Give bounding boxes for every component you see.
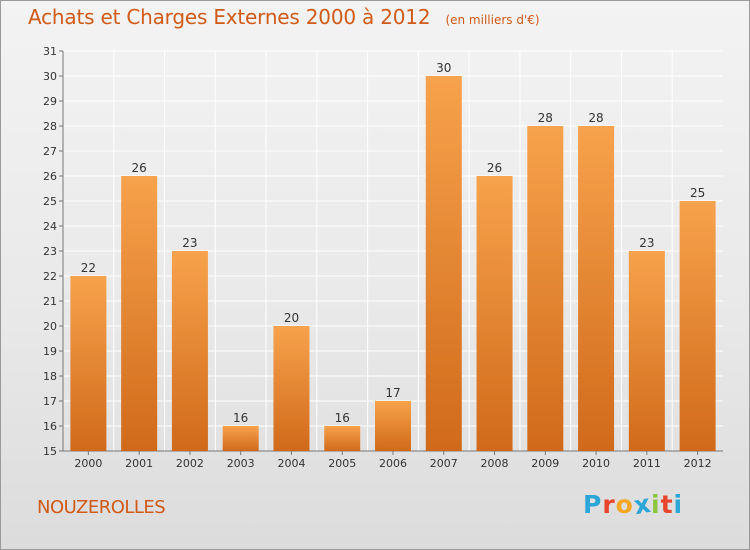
data-label: 23	[182, 236, 197, 250]
logo-letter: t	[660, 490, 674, 519]
y-tick-label: 15	[43, 445, 57, 458]
data-label: 26	[487, 161, 502, 175]
logo-letter: P	[583, 490, 603, 519]
logo-letter: i	[651, 490, 661, 519]
chart-title: Achats et Charges Externes 2000 à 2012	[28, 5, 431, 29]
chart-subtitle: (en milliers d'€)	[445, 13, 540, 27]
y-tick-label: 23	[43, 245, 57, 258]
data-label: 28	[538, 111, 553, 125]
x-tick-label: 2012	[684, 457, 712, 470]
bar-2000	[70, 276, 107, 451]
data-label: 28	[588, 111, 603, 125]
data-label: 25	[690, 186, 705, 200]
logo-letter: r	[602, 490, 616, 519]
y-tick-label: 21	[43, 295, 57, 308]
title-row: Achats et Charges Externes 2000 à 2012 (…	[28, 5, 540, 29]
axes: 15 16 17 18 19 20 21 22 23 24 25 26 27 28 29 30 31 2000 20…	[43, 45, 723, 470]
y-tick-label: 26	[43, 170, 57, 183]
x-tick-label: 2005	[328, 457, 356, 470]
bar-2009	[527, 126, 564, 451]
bar-2006	[375, 401, 411, 451]
y-tick-label: 30	[43, 70, 57, 83]
y-tick-label: 18	[43, 370, 57, 383]
data-label: 20	[284, 311, 299, 325]
x-tick-label: 2009	[531, 457, 559, 470]
data-label: 30	[436, 61, 451, 75]
data-label: 22	[81, 261, 96, 275]
bar-2008	[476, 176, 513, 451]
bars	[70, 76, 716, 451]
bar-2002	[171, 251, 208, 451]
x-tick-label: 2007	[430, 457, 458, 470]
y-tick-label: 17	[43, 395, 57, 408]
bar-2007	[425, 76, 462, 451]
x-tick-label: 2011	[633, 457, 661, 470]
y-tick-label: 25	[43, 195, 57, 208]
data-label: 23	[639, 236, 654, 250]
logo-letter: i	[673, 490, 684, 519]
bar-2001	[121, 176, 158, 451]
x-tick-label: 2002	[176, 457, 204, 470]
data-label: 16	[335, 411, 350, 425]
x-tick-label: 2000	[74, 457, 102, 470]
data-label: 17	[385, 386, 400, 400]
y-tick-label: 31	[43, 45, 57, 58]
commune-name: NOUZEROLLES	[37, 497, 166, 518]
bar-2010	[578, 126, 615, 451]
logo-letter: o	[615, 490, 634, 519]
y-tick-label: 24	[43, 220, 57, 233]
data-labels: 22 26 23 16 20 16 17 30 26 28 28 23 25	[81, 61, 706, 425]
y-tick-label: 27	[43, 145, 57, 158]
y-tick-label: 22	[43, 270, 57, 283]
x-tick-label: 2004	[277, 457, 305, 470]
y-tick-label: 28	[43, 120, 57, 133]
bar-2003	[222, 426, 259, 451]
y-tick-label: 19	[43, 345, 57, 358]
bar-2011	[628, 251, 665, 451]
bar-2012	[679, 201, 716, 451]
x-tick-label: 2008	[481, 457, 509, 470]
bar-2005	[324, 426, 361, 451]
x-tick-label: 2010	[582, 457, 610, 470]
y-tick-label: 20	[43, 320, 57, 333]
x-tick-label: 2006	[379, 457, 407, 470]
y-tick-label: 16	[43, 420, 57, 433]
data-label: 26	[132, 161, 147, 175]
x-tick-label: 2003	[227, 457, 255, 470]
data-label: 16	[233, 411, 248, 425]
proxiti-logo: Proxiti	[583, 489, 684, 521]
y-tick-label: 29	[43, 95, 57, 108]
x-tick-label: 2001	[125, 457, 153, 470]
bar-2004	[273, 326, 310, 451]
